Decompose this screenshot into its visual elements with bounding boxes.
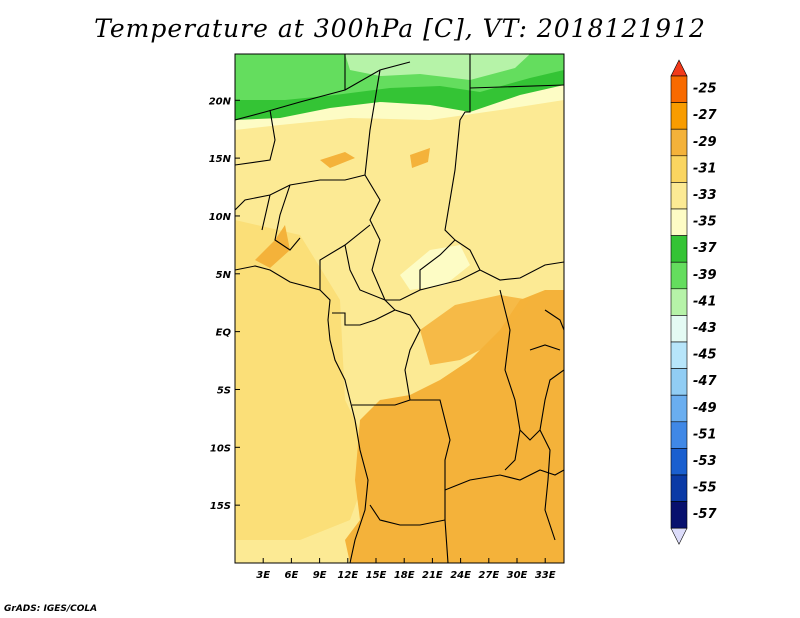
lat-tick-label: 20N	[209, 96, 232, 107]
colorbar-bottom-arrow	[670, 527, 688, 545]
colorbar-label: -25	[693, 82, 717, 97]
lat-axis: 20N 15N 10N 5N EQ 5S 10S 15S	[209, 96, 240, 512]
lon-tick-label: 12E	[337, 570, 358, 581]
colorbar-label: -45	[693, 348, 717, 363]
colorbar-label: -43	[693, 321, 717, 336]
field-warm-west	[255, 225, 290, 268]
colorbar-label: -47	[693, 374, 717, 389]
field-warm-north2	[320, 152, 355, 168]
lon-tick-label: 21E	[422, 570, 443, 581]
map-frame	[234, 53, 565, 564]
lat-tick-label: EQ	[216, 328, 232, 339]
colorbar-swatch	[670, 128, 688, 157]
colorbar-label: -57	[693, 507, 717, 522]
colorbar-label: -33	[693, 188, 717, 203]
lat-tick-label: 10S	[210, 443, 231, 454]
colorbar-swatch	[670, 288, 688, 316]
field-warm-north	[410, 148, 430, 168]
lon-axis: 3E 6E 9E 12E 15E 18E 21E 24E 27E 30E 33E	[256, 558, 556, 581]
lat-tick-label: 15N	[209, 154, 232, 165]
lon-tick-label: 24E	[450, 570, 471, 581]
lon-tick-label: 18E	[394, 570, 415, 581]
colorbar-label: -49	[693, 401, 717, 416]
colorbar-label: -41	[693, 294, 717, 309]
colorbar-label: -53	[693, 454, 717, 469]
lon-tick-label: 6E	[285, 570, 299, 581]
colorbar-swatch	[670, 182, 688, 210]
colorbar-label: -31	[693, 161, 717, 176]
colorbar-swatch	[670, 261, 688, 290]
colorbar: -25 -27 -29 -31 -33 -35 -37 -39 -41 -43 -45 -47 -49 -…	[670, 59, 717, 545]
field-band-41	[345, 54, 530, 80]
colorbar-label: -51	[693, 427, 717, 442]
colorbar-swatch	[670, 448, 688, 476]
colorbar-label: -55	[693, 481, 717, 496]
colorbar-label: -37	[693, 241, 717, 256]
colorbar-swatch	[670, 102, 688, 130]
field-warm-31	[345, 290, 564, 563]
country-borders	[235, 54, 564, 563]
colorbar-swatch	[670, 208, 688, 236]
colorbar-label: -39	[693, 268, 717, 283]
colorbar-swatch	[670, 474, 688, 502]
lat-tick-label: 15S	[210, 501, 231, 512]
chart-title: Temperature at 300hPa [C], VT: 201812191…	[94, 14, 706, 43]
colorbar-label: -27	[693, 108, 717, 123]
colorbar-swatch	[670, 75, 688, 103]
colorbar-swatch	[670, 155, 688, 183]
field-warm-31b	[420, 295, 530, 365]
colorbar-swatch	[670, 421, 688, 449]
credit-label: GrADS: IGES/COLA	[4, 604, 98, 614]
lat-tick-label: 10N	[209, 212, 232, 223]
lon-tick-label: 33E	[535, 570, 556, 581]
field-ocean-31	[235, 220, 368, 540]
lon-tick-label: 30E	[507, 570, 528, 581]
colorbar-swatch	[670, 394, 688, 423]
lon-tick-label: 15E	[366, 570, 387, 581]
colorbar-swatch	[670, 341, 688, 369]
field-cool-35	[400, 245, 470, 290]
colorbar-swatch	[670, 315, 688, 343]
colorbar-label: -29	[693, 135, 717, 150]
lon-tick-label: 27E	[478, 570, 499, 581]
colorbar-top-arrow	[670, 59, 688, 77]
lon-tick-label: 9E	[313, 570, 327, 581]
lon-tick-label: 3E	[256, 570, 270, 581]
colorbar-swatch	[670, 235, 688, 263]
colorbar-swatch	[670, 501, 688, 529]
lat-tick-label: 5S	[217, 385, 231, 396]
colorbar-label: -35	[693, 215, 717, 230]
colorbar-swatch	[670, 368, 688, 396]
temperature-field	[235, 54, 564, 563]
lat-tick-label: 5N	[216, 270, 232, 281]
